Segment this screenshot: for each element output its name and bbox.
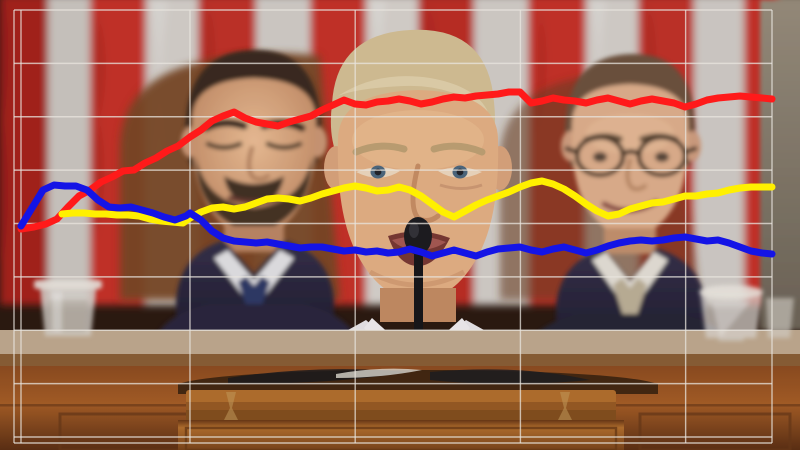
wooden-podium [178,368,658,450]
chamber-wall-right [760,0,800,330]
yellow-trend-line [58,177,776,227]
water-glass-left [34,280,102,336]
blue-trend-line [17,181,776,260]
water-glass-right [699,285,794,341]
red-trend-line [17,88,776,233]
